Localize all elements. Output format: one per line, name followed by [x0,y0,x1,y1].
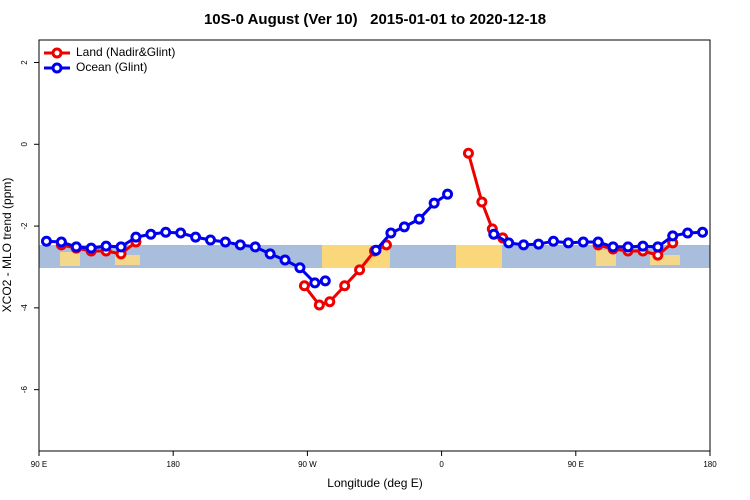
series-point [697,226,709,238]
series-point [85,242,97,254]
series-point [428,197,440,209]
series-point [370,244,382,256]
series-point [100,240,112,252]
series-point [667,230,679,242]
series-point [319,275,331,287]
series-point [264,248,276,260]
x-tick-label: 180 [703,460,717,469]
series-line [466,152,504,240]
x-tick-label: 90 E [31,460,47,469]
x-tick-label: 0 [439,460,444,469]
legend-swatch [51,47,63,59]
x-tick-label: 90 W [298,460,317,469]
legend-label: Land (Nadir&Glint) [76,45,175,59]
series-point [130,231,142,243]
series-point [533,238,545,250]
y-tick-label: -4 [20,304,29,312]
series-point [462,147,474,159]
series-point [313,299,325,311]
chart-title: 10S-0 August (Ver 10) 2015-01-01 to 2020… [204,11,546,28]
plot-frame [38,39,711,452]
y-tick-label: -6 [20,386,29,394]
series-point [518,239,530,251]
series-point [652,241,664,253]
series-point [488,228,500,240]
land-patch [456,245,502,268]
series-point [190,231,202,243]
series-point [115,241,127,253]
series-point [562,237,574,249]
series-point [298,280,310,292]
series-point [249,241,261,253]
y-tick-label: 2 [20,60,29,65]
land-patch [115,255,140,265]
series-point [145,228,157,240]
series-point [324,296,336,308]
series-point [354,264,366,276]
series-point [607,241,619,253]
series-point [40,235,52,247]
series-point [309,277,321,289]
series-point [592,236,604,248]
series-point [503,237,515,249]
series-point [622,241,634,253]
x-axis-label: Longitude (deg E) [327,476,422,490]
x-tick-label: 180 [167,460,181,469]
legend-swatch [51,62,63,74]
series-point [413,213,425,225]
series-point [385,227,397,239]
series-point [442,188,454,200]
x-tick-label: 90 E [568,460,584,469]
series-point [476,196,488,208]
series-point [204,234,216,246]
series-point [398,221,410,233]
series-point [547,235,559,247]
series-point [637,240,649,252]
series-point [234,239,246,251]
land-patch [60,252,80,266]
land-patch [650,255,680,265]
series-point [160,226,172,238]
y-tick-label: -2 [20,222,29,230]
y-tick-label: 0 [20,142,29,147]
y-axis-label: XCO2 - MLO trend (ppm) [0,178,14,313]
series-point [219,236,231,248]
series-point [70,241,82,253]
legend-label: Ocean (Glint) [76,60,147,74]
series-point [339,280,351,292]
series-point [55,236,67,248]
series-point [175,227,187,239]
series-point [279,254,291,266]
series-point [682,227,694,239]
series-point [577,236,589,248]
series-point [294,262,306,274]
